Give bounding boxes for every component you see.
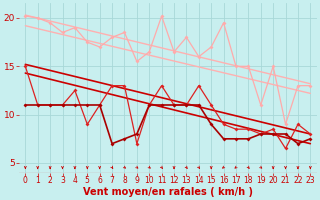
- X-axis label: Vent moyen/en rafales ( km/h ): Vent moyen/en rafales ( km/h ): [83, 187, 253, 197]
